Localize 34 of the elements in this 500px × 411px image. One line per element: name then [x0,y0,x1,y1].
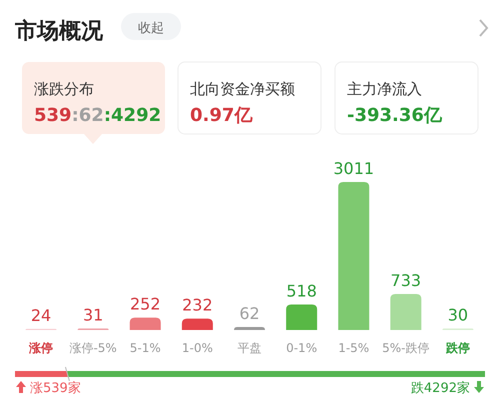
x-tick-label: 5-1% [130,341,161,355]
data-label: 31 [82,305,104,324]
bar [234,326,265,330]
data-label: 涨539家 [30,380,81,396]
bar [182,318,213,330]
x-tick-label: 5%-跌停 [382,341,430,355]
x-tick-label: 涨停-5% [69,341,117,355]
text: 收起 [138,21,164,36]
text: 北向资金净买额 [190,80,295,98]
text: 主力净流入 [347,80,422,98]
data-label: 232 [182,296,213,315]
x-tick-label: 跌停 [444,341,470,355]
data-label: 3011 [333,159,374,178]
data-label: 跌4292家 [410,380,470,396]
data-label: 518 [286,282,317,301]
x-tick-label: 平盘 [238,341,262,355]
x-tick-label: 1-5% [338,341,370,355]
bar [390,294,422,330]
text: 市场概况 [14,18,104,44]
text: 0.97亿 [190,105,254,126]
x-tick-label: 0-1% [286,341,318,355]
data-label: 252 [130,294,161,314]
bar [130,318,161,330]
text: -393.36亿 [347,105,443,126]
bar [338,182,370,330]
data-label: 733 [390,270,422,290]
bar [286,304,318,330]
text: 涨跌分布 [34,80,94,98]
text: 539:62:4292 [34,105,162,126]
data-label: 30 [448,306,468,325]
x-tick-label: 涨停 [28,341,54,355]
data-label: 62 [239,304,260,323]
x-tick-label: 1-0% [182,341,213,355]
data-label: 24 [30,306,52,325]
